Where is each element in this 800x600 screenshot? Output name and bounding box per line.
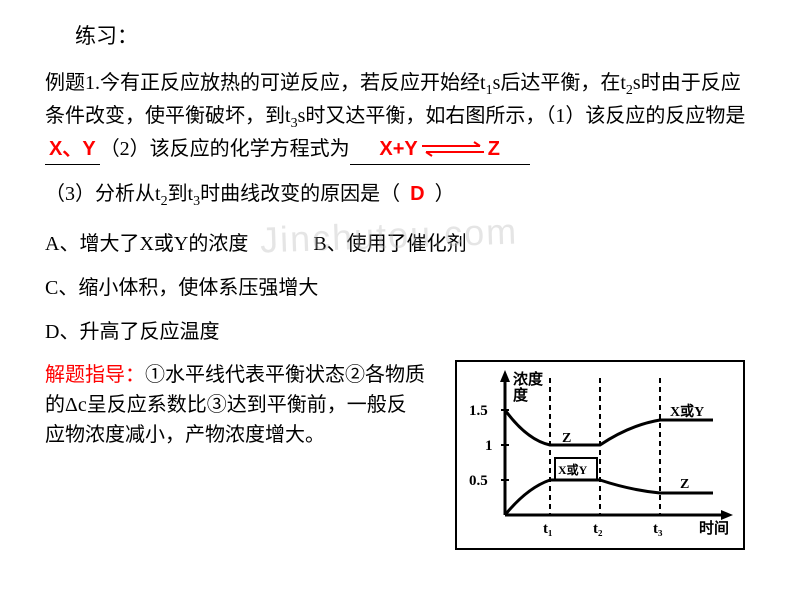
problem-p4: s时又达平衡，如右图所示，（1）该反应的反应物是 (298, 105, 746, 127)
blank-1: X、Y (45, 134, 100, 165)
q3-d: ） (435, 183, 455, 205)
chart-svg: 浓度 度 1.5 1 0.5 Z X或Y X或Y Z t₁ t₂ t₃ 时间 (455, 360, 745, 550)
q3-sub2: 2 (161, 194, 168, 209)
q3-c: 时曲线改变的原因是（ (200, 183, 400, 205)
sub-3: 3 (291, 116, 298, 131)
xtick-2: t₃ (653, 521, 663, 537)
ytick-2: 0.5 (469, 473, 488, 489)
answer-d: D (410, 183, 424, 205)
exercise-title: 练习： (75, 20, 755, 50)
question-3: （3）分析从t2到t3时曲线改变的原因是（ D ） (45, 177, 755, 210)
q3-a: （3）分析从t (45, 183, 161, 205)
equilibrium-arrow-icon (418, 143, 488, 157)
option-d: D、升高了反应温度 (45, 312, 755, 352)
label-xy-1: X或Y (558, 462, 588, 477)
ytick-1: 1 (485, 438, 493, 454)
svg-text:度: 度 (513, 386, 529, 404)
x-axis-label: 时间 (699, 519, 729, 537)
q3-b: 到t (168, 183, 194, 205)
problem-text: 例题1.今有正反应放热的可逆反应，若反应开始经t1s后达平衡，在t2s时由于反应… (45, 68, 755, 165)
option-row-1: A、增大了X或Y的浓度 B、使用了催化剂 (45, 224, 755, 264)
concentration-time-chart: 浓度 度 1.5 1 0.5 Z X或Y X或Y Z t₁ t₂ t₃ 时间 (455, 360, 745, 550)
sub-2: 2 (626, 83, 633, 98)
options-block: A、增大了X或Y的浓度 B、使用了催化剂 C、缩小体积，使体系压强增大 D、升高… (45, 224, 755, 352)
problem-p2: s后达平衡，在t (493, 72, 626, 94)
hint-label: 解题指导： (45, 364, 145, 386)
blank-2: X+Y Z (350, 134, 530, 165)
answer-1: X、Y (49, 138, 96, 160)
label-xy-2: X或Y (670, 403, 704, 420)
problem-lead: 例题1.今有正反应放热的可逆反应，若反应开始经t (45, 72, 486, 94)
xtick-1: t₂ (593, 521, 603, 537)
sub-1: 1 (486, 83, 493, 98)
y-axis-label: 浓度 (513, 370, 544, 388)
label-z-2: Z (680, 477, 689, 492)
eq-left: X+Y (379, 138, 417, 160)
eq-right: Z (488, 138, 500, 160)
xtick-0: t₁ (543, 521, 553, 537)
ytick-0: 1.5 (469, 403, 488, 419)
label-z-1: Z (562, 431, 571, 446)
option-c: C、缩小体积，使体系压强增大 (45, 268, 755, 308)
problem-p5: （2）该反应的化学方程式为 (100, 138, 350, 160)
option-a: A、增大了X或Y的浓度 (45, 224, 248, 264)
option-b: B、使用了催化剂 (313, 224, 466, 264)
hint-block: 解题指导：①水平线代表平衡状态②各物质的Δc呈反应系数比③达到平衡前，一般反应物… (45, 360, 425, 450)
